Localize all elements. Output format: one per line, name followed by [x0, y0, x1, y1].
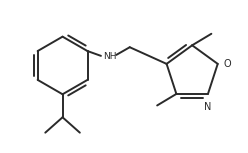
Text: N: N	[204, 102, 212, 112]
Text: O: O	[223, 59, 231, 69]
Text: NH: NH	[103, 52, 116, 61]
